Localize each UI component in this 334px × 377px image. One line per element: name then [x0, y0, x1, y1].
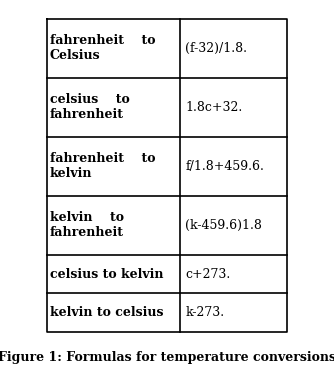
Text: (f-32)/1.8.: (f-32)/1.8. — [185, 42, 247, 55]
Text: celsius to kelvin: celsius to kelvin — [50, 268, 163, 281]
Text: 1.8c+32.: 1.8c+32. — [185, 101, 242, 114]
Text: (k-459.6)1.8: (k-459.6)1.8 — [185, 219, 262, 232]
Text: kelvin    to
fahrenheit: kelvin to fahrenheit — [50, 211, 124, 239]
Text: f/1.8+459.6.: f/1.8+459.6. — [185, 160, 264, 173]
Text: celsius    to
fahrenheit: celsius to fahrenheit — [50, 93, 130, 121]
Text: Figure 1: Formulas for temperature conversions: Figure 1: Formulas for temperature conve… — [0, 351, 334, 363]
Text: k-273.: k-273. — [185, 306, 224, 319]
Text: c+273.: c+273. — [185, 268, 230, 281]
Text: kelvin to celsius: kelvin to celsius — [50, 306, 163, 319]
Text: fahrenheit    to
Celsius: fahrenheit to Celsius — [50, 34, 155, 62]
Text: fahrenheit    to
kelvin: fahrenheit to kelvin — [50, 152, 155, 181]
